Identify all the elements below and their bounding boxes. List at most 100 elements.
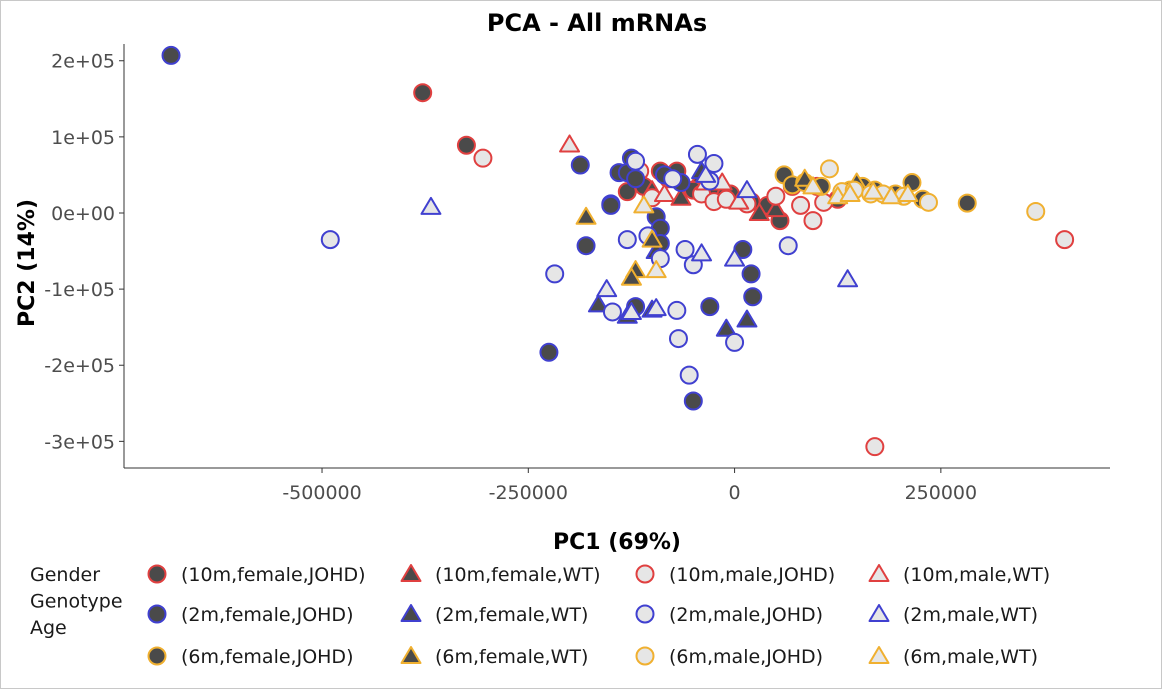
legend-item: (2m,male,WT) <box>868 604 1038 626</box>
x-tick-label: -250000 <box>489 482 568 504</box>
legend-key <box>147 646 167 666</box>
data-point <box>819 159 839 179</box>
data-point <box>570 155 590 175</box>
data-point <box>626 169 646 189</box>
legend-label: (6m,male,JOHD) <box>669 646 823 668</box>
y-tick-label: -3e+05 <box>44 431 115 453</box>
data-point <box>559 134 581 153</box>
series-(10m,male,JOHD) <box>473 148 1075 457</box>
data-point <box>741 264 761 284</box>
legend-item: (2m,female,JOHD) <box>147 604 353 626</box>
data-point <box>667 300 687 320</box>
data-point <box>602 302 622 322</box>
legend-item: (6m,male,JOHD) <box>635 646 823 668</box>
y-tick-label: 2e+05 <box>51 51 115 73</box>
data-point <box>473 148 493 168</box>
data-point <box>724 248 746 267</box>
data-point <box>725 332 745 352</box>
data-point <box>679 365 699 385</box>
legend-label: (2m,male,JOHD) <box>669 604 823 626</box>
legend-label: (6m,female,JOHD) <box>181 646 353 668</box>
x-tick-label: 0 <box>729 482 741 504</box>
y-tick-label: -2e+05 <box>44 355 115 377</box>
legend-item: (10m,female,WT) <box>400 564 600 586</box>
legend-label: (10m,male,JOHD) <box>669 564 835 586</box>
legend-key <box>400 604 422 622</box>
data-point <box>791 195 811 215</box>
legend-key <box>147 564 167 584</box>
data-point <box>645 260 667 279</box>
data-point <box>957 193 977 213</box>
data-point <box>320 230 340 250</box>
data-point <box>687 144 707 164</box>
legend-title-line: Age <box>30 617 67 639</box>
data-point <box>617 230 637 250</box>
legend-label: (6m,female,WT) <box>435 646 588 668</box>
data-point <box>728 191 750 210</box>
data-point <box>765 199 787 218</box>
data-point <box>865 437 885 457</box>
y-tick-label: 1e+05 <box>51 127 115 149</box>
data-point <box>862 181 884 200</box>
x-tick-label: 250000 <box>905 482 978 504</box>
data-point <box>695 164 717 183</box>
data-point <box>601 195 621 215</box>
legend-item: (10m,male,WT) <box>868 564 1050 586</box>
series-(6m,male,WT) <box>633 176 919 279</box>
data-point <box>778 236 798 256</box>
data-point <box>620 301 642 320</box>
data-point <box>700 297 720 317</box>
series-(2m,female,JOHD) <box>161 45 763 411</box>
legend-label: (10m,female,WT) <box>435 564 600 586</box>
legend-key <box>868 646 890 664</box>
data-point <box>683 391 703 411</box>
data-point <box>645 298 667 317</box>
series-(6m,male,JOHD) <box>819 159 1046 221</box>
data-point <box>663 169 683 189</box>
data-point <box>1026 201 1046 221</box>
data-point <box>633 195 655 214</box>
data-point <box>596 279 618 298</box>
data-point <box>539 342 559 362</box>
data-point <box>748 202 770 221</box>
data-point <box>736 180 758 199</box>
data-point <box>575 206 597 225</box>
data-point <box>587 294 609 313</box>
data-point <box>641 229 663 248</box>
legend-label: (2m,male,WT) <box>903 604 1038 626</box>
data-point <box>675 240 695 260</box>
data-point <box>880 186 902 205</box>
legend-label: (2m,female,WT) <box>435 604 588 626</box>
data-point <box>576 236 596 256</box>
data-point <box>918 192 938 212</box>
legend-item: (10m,female,JOHD) <box>147 564 366 586</box>
data-point <box>413 83 433 103</box>
legend-item: (2m,female,WT) <box>400 604 588 626</box>
data-point <box>691 243 713 262</box>
data-point <box>837 269 859 288</box>
data-point <box>803 211 823 231</box>
legend-item: (6m,male,WT) <box>868 646 1038 668</box>
legend-item: (2m,male,JOHD) <box>635 604 823 626</box>
legend-item: (6m,female,JOHD) <box>147 646 353 668</box>
x-axis-title: PC1 (69%) <box>553 530 681 555</box>
data-point <box>545 264 565 284</box>
chart-title: PCA - All mRNAs <box>487 9 707 37</box>
axes: -500000 -250000 0 250000 2e+05 1e+05 0e+00 -1e+… <box>44 44 1110 504</box>
y-tick-label: -1e+05 <box>44 279 115 301</box>
data-point <box>1055 230 1075 250</box>
legend-title-line: Genotype <box>30 591 123 613</box>
legend-key <box>400 646 422 664</box>
data-point <box>743 287 763 307</box>
series-(2m,male,JOHD) <box>320 144 798 385</box>
legend-item: (6m,female,WT) <box>400 646 588 668</box>
legend-key <box>635 646 655 666</box>
series-(2m,male,WT) <box>420 164 859 320</box>
data-point <box>802 176 824 195</box>
legend-key <box>635 604 655 624</box>
legend-label: (10m,female,JOHD) <box>181 564 366 586</box>
data-point <box>420 196 442 215</box>
data-point <box>620 267 642 286</box>
